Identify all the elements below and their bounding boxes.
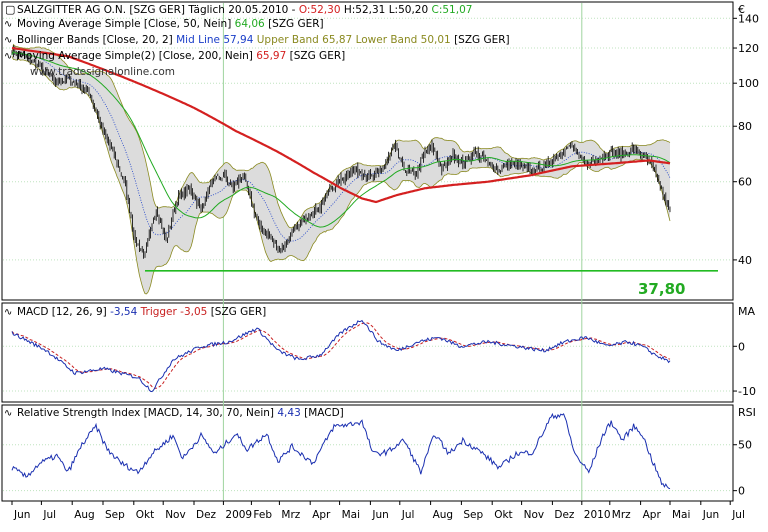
ma200-icon: ∿ xyxy=(4,51,12,62)
macd-layer xyxy=(3,319,732,393)
legend-bollinger-lower: Lower Band 50,01 xyxy=(356,34,451,46)
macd-trigger-line xyxy=(11,322,671,389)
x-axis: Jun Jul Aug Sep Okt Nov Dez 2009 Feb Mrz Apr Mai Jun… xyxy=(11,501,745,521)
x-axis-month-label: Dez xyxy=(554,509,575,521)
macd-axis-title: MA xyxy=(738,305,755,318)
x-axis-month-label: Jul xyxy=(731,509,745,521)
price-tick-label: 80 xyxy=(738,120,752,133)
legend-rsi-label: Relative Strength Index [MACD, 14, 30, 7… xyxy=(17,407,274,419)
x-axis-month-label: Apr xyxy=(312,509,331,521)
price-tick-label: 120 xyxy=(738,42,759,55)
legend-bollinger-label: Bollinger Bands [Close, 20, 2] xyxy=(17,34,173,46)
x-axis-month-label: Nov xyxy=(524,509,545,521)
x-axis-month-label: Jun xyxy=(371,509,388,521)
legend-ma50-suffix: [SZG GER] xyxy=(268,18,324,30)
x-axis-month-label: Nov xyxy=(165,509,186,521)
x-axis-month-label: Apr xyxy=(643,509,662,521)
bollinger-mid-line xyxy=(11,51,671,242)
x-axis-month-label: Aug xyxy=(433,509,454,521)
x-axis-month-label: Sep xyxy=(463,509,483,521)
x-axis-month-label: Mai xyxy=(672,509,690,521)
close-value: C:51,07 xyxy=(432,4,473,16)
ma50-line xyxy=(11,51,671,228)
x-axis-month-label: Mrz xyxy=(281,509,300,521)
macd-icon: ∿ xyxy=(4,307,12,318)
x-axis-month-label: Okt xyxy=(494,509,512,521)
legend-ma200-value: 65,97 xyxy=(256,50,286,62)
x-axis-month-label: Jun xyxy=(13,509,30,521)
rsi-line xyxy=(11,412,671,490)
legend-rsi-value: 4,43 xyxy=(277,407,300,419)
legend-ma50-value: 64,06 xyxy=(235,18,265,30)
legend-bollinger-upper: Upper Band 65,87 xyxy=(257,34,352,46)
low-value: L:50,20 xyxy=(389,4,428,16)
macd-tick-label: -10 xyxy=(738,385,756,398)
macd-panel-frame xyxy=(1,302,734,403)
x-axis-month-label: Sep xyxy=(105,509,125,521)
x-axis-month-label: Aug xyxy=(74,509,95,521)
watermark: www.tradesignalonline.com xyxy=(30,66,175,78)
price-y-axis: 140 120 100 80 60 40 xyxy=(733,12,759,267)
price-layer xyxy=(3,17,732,295)
legend-macd-trigger: Trigger -3,05 xyxy=(140,306,208,318)
legend-macd-suffix: [SZG GER] xyxy=(211,306,267,318)
x-axis-month-label: Jul xyxy=(401,509,415,521)
x-axis-month-label: Jul xyxy=(42,509,56,521)
x-axis-month-label: Okt xyxy=(136,509,154,521)
currency-label: € xyxy=(738,3,745,16)
support-value-label: 37,80 xyxy=(638,280,685,298)
macd-tick-label: 0 xyxy=(738,340,745,353)
x-axis-month-label: Feb xyxy=(253,509,272,521)
title-icon: ▢ xyxy=(5,3,15,16)
legend-bollinger: Bollinger Bands [Close, 20, 2] Mid Line … xyxy=(17,34,510,46)
x-axis-month-label: Dez xyxy=(196,509,217,521)
legend-ma200-label: Moving Average Simple(2) [Close, 200, Ne… xyxy=(17,50,253,62)
rsi-y-axis: 50 0 xyxy=(733,439,752,498)
macd-line xyxy=(11,319,671,393)
x-axis-month-label: Mrz xyxy=(612,509,631,521)
legend-ma50-label: Moving Average Simple [Close, 50, Nein] xyxy=(17,18,231,30)
rsi-layer xyxy=(3,412,732,492)
price-header: SALZGITTER AG O.N. [SZG GER] Täglich 20.… xyxy=(17,4,472,16)
bollinger-lower-band xyxy=(11,56,671,295)
legend-ma200-suffix: [SZG GER] xyxy=(290,50,346,62)
rsi-tick-label: 0 xyxy=(738,485,745,498)
bollinger-icon: ∿ xyxy=(4,35,12,46)
bollinger-band-fill xyxy=(12,44,670,294)
legend-macd-value: -3,54 xyxy=(110,306,137,318)
open-value: O:52,30 xyxy=(299,4,341,16)
year-cursor-lines xyxy=(222,3,583,500)
ma200-line xyxy=(11,46,671,204)
x-axis-month-label: Mai xyxy=(342,509,360,521)
rsi-axis-title: RSI xyxy=(738,406,756,419)
legend-macd-label: MACD [12, 26, 9] xyxy=(17,306,107,318)
price-tick-label: 40 xyxy=(738,254,752,267)
macd-y-axis: 0 -10 xyxy=(733,340,756,398)
legend-ma200: Moving Average Simple(2) [Close, 200, Ne… xyxy=(17,50,345,62)
high-value: H:52,31 xyxy=(344,4,386,16)
rsi-icon: ∿ xyxy=(4,408,12,419)
x-axis-month-label: 2009 xyxy=(225,509,252,521)
legend-ma50: Moving Average Simple [Close, 50, Nein] … xyxy=(17,18,324,30)
x-axis-month-label: Jun xyxy=(702,509,719,521)
rsi-legend: ∿ Relative Strength Index [MACD, 14, 30,… xyxy=(4,406,756,419)
price-tick-label: 100 xyxy=(738,77,759,90)
ma50-icon: ∿ xyxy=(4,19,12,30)
rsi-tick-label: 50 xyxy=(738,439,752,452)
price-tick-label: 60 xyxy=(738,176,752,189)
macd-legend: ∿ MACD [12, 26, 9] -3,54 Trigger -3,05 [… xyxy=(4,305,755,318)
legend-bollinger-mid: Mid Line 57,94 xyxy=(176,34,254,46)
price-legend: ▢ SALZGITTER AG O.N. [SZG GER] Täglich 2… xyxy=(4,3,745,298)
price-tick-label: 140 xyxy=(738,12,759,25)
x-axis-month-label: 2010 xyxy=(584,509,611,521)
legend-rsi: Relative Strength Index [MACD, 14, 30, 7… xyxy=(17,407,344,419)
legend-macd: MACD [12, 26, 9] -3,54 Trigger -3,05 [SZ… xyxy=(17,306,266,318)
legend-bollinger-suffix: [SZG GER] xyxy=(454,34,510,46)
price-header-prefix: SALZGITTER AG O.N. [SZG GER] Täglich 20.… xyxy=(17,4,296,16)
legend-rsi-suffix: [MACD] xyxy=(304,407,344,419)
